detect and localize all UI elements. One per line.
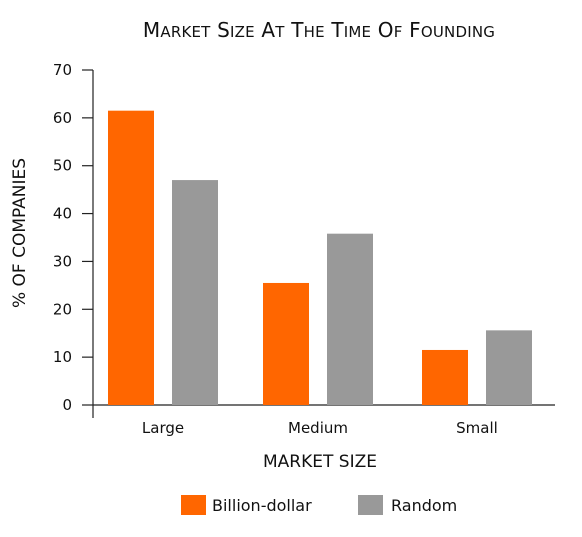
y-tick-label: 70 — [53, 61, 72, 79]
legend-swatch-random — [358, 495, 383, 515]
y-tick-label: 0 — [62, 396, 72, 414]
bar-billion-dollar-large — [108, 110, 154, 405]
bar-billion-dollar-small — [422, 349, 468, 405]
y-axis-title: % OF COMPANIES — [10, 158, 30, 308]
x-tick-label: Small — [456, 419, 498, 437]
y-tick-label: 50 — [53, 157, 72, 175]
axis-layer: 0 10 20 30 40 50 60 70 Large Medium Small — [53, 61, 555, 437]
x-tick-label: Large — [142, 419, 184, 437]
legend-swatch-billion-dollar — [181, 495, 206, 515]
y-tick-label: 30 — [53, 252, 72, 270]
y-tick-label: 20 — [53, 300, 72, 318]
y-tick-label: 40 — [53, 205, 72, 223]
bar-billion-dollar-medium — [263, 282, 309, 405]
legend-label-random: Random — [391, 496, 457, 515]
bar-random-medium — [327, 233, 373, 405]
chart-title: MARKET SIZE AT THE TIME OF FOUNDING — [143, 18, 495, 42]
x-tick-label: Medium — [288, 419, 348, 437]
bars-layer — [108, 110, 532, 405]
y-tick-label: 60 — [53, 109, 72, 127]
bar-random-large — [172, 180, 218, 405]
legend: Billion-dollar Random — [181, 495, 457, 515]
x-axis-title: MARKET SIZE — [263, 452, 377, 472]
y-tick-label: 10 — [53, 348, 72, 366]
bar-random-small — [486, 330, 532, 405]
legend-label-billion-dollar: Billion-dollar — [212, 496, 312, 515]
